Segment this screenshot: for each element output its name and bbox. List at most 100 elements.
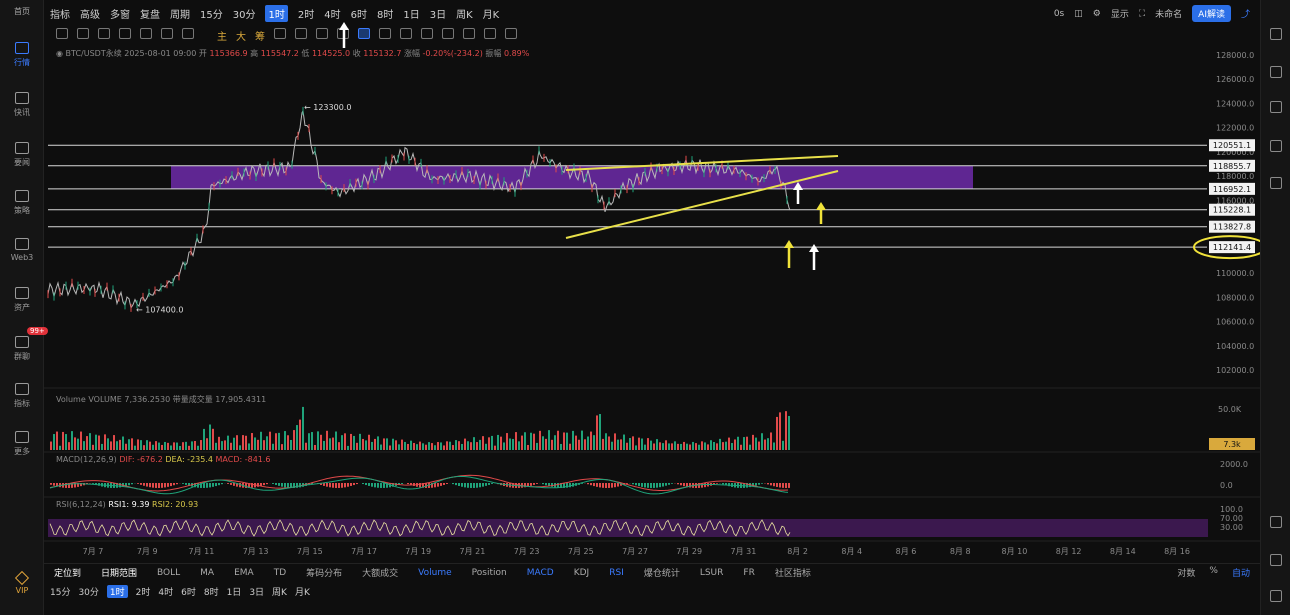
ai-interpret-button[interactable]: AI解读 (1192, 5, 1231, 22)
btf-2h[interactable]: 2时 (135, 588, 151, 598)
ind-boll[interactable]: BOLL (157, 567, 181, 578)
sidebar-item-chat[interactable]: 群聊 (0, 336, 44, 362)
sidebar-item-web3[interactable]: Web3 (0, 238, 44, 262)
log-scale-toggle[interactable]: 对数 (1177, 569, 1196, 579)
line-tool-icon[interactable] (56, 28, 68, 39)
ruler-tool-icon[interactable] (316, 28, 328, 39)
channel-tool-icon[interactable] (98, 28, 110, 39)
fib-tool-icon[interactable] (119, 28, 131, 39)
ind-rsi[interactable]: RSI (609, 567, 624, 578)
period-dropdown[interactable]: 周期 (170, 9, 190, 21)
ind-position[interactable]: Position (471, 567, 507, 578)
ind-kdj[interactable]: KDJ (573, 567, 590, 578)
tf-1mo[interactable]: 月K (482, 9, 500, 21)
auto-scale-toggle[interactable]: 自动 (1231, 569, 1250, 579)
ind-fr[interactable]: FR (743, 567, 755, 578)
ind-volume[interactable]: Volume (418, 567, 452, 578)
vip-link[interactable]: VIP (0, 570, 44, 595)
level-tag (1209, 241, 1255, 254)
copy-icon[interactable] (1270, 177, 1282, 189)
ind-large-trade[interactable]: 大额成交 (362, 569, 399, 579)
ind-ema[interactable]: EMA (234, 567, 254, 578)
ind-macd[interactable]: MACD (526, 567, 554, 578)
image-tool-icon[interactable] (379, 28, 391, 39)
tf-2h[interactable]: 2时 (297, 9, 315, 21)
eye-icon[interactable]: ◉ (56, 49, 63, 58)
date-range-dropdown[interactable]: 日期范围 (101, 569, 138, 579)
layout-icon[interactable] (1270, 516, 1282, 528)
rect-tool-icon[interactable] (161, 28, 173, 39)
btf-8h[interactable]: 8时 (203, 588, 219, 598)
headset-icon[interactable] (1270, 554, 1282, 566)
main-force-tool[interactable]: 主 (217, 32, 227, 43)
high-label: 高 (250, 49, 259, 58)
sidebar-item-strategy[interactable]: 策略 (0, 190, 44, 216)
big-order-tool[interactable]: 大 (236, 32, 246, 43)
replay-button[interactable]: 复盘 (140, 9, 160, 21)
filter-tool-icon[interactable] (421, 28, 433, 39)
locate-button[interactable]: 定位到 (54, 569, 82, 579)
price-chart[interactable]: 128000.0 126000.0 124000.0 122000.0 120000.0… (0, 0, 1260, 565)
tf-1w[interactable]: 周K (456, 9, 473, 21)
advanced-button[interactable]: 高级 (80, 9, 100, 21)
volume-bar (215, 442, 217, 450)
ind-liquidation[interactable]: 爆仓统计 (643, 569, 680, 579)
magnet-tool-icon[interactable] (295, 28, 307, 39)
btf-1mo[interactable]: 月K (294, 588, 310, 598)
btf-3d[interactable]: 3日 (249, 588, 265, 598)
ind-chip[interactable]: 筹码分布 (306, 569, 343, 579)
sidebar-item-market[interactable]: 行情 (0, 42, 44, 68)
analysis-icon[interactable] (1270, 101, 1282, 113)
ind-td[interactable]: TD (273, 567, 287, 578)
btf-30m[interactable]: 30分 (78, 588, 99, 598)
btf-15m[interactable]: 15分 (50, 588, 71, 598)
undo-icon[interactable] (484, 28, 496, 39)
redo-icon[interactable] (505, 28, 517, 39)
sidebar-item-flash[interactable]: 快讯 (0, 92, 44, 118)
btf-1w[interactable]: 周K (272, 588, 287, 598)
lock-tool-icon[interactable] (358, 28, 370, 39)
more-tools-icon[interactable] (182, 28, 194, 39)
tf-30m[interactable]: 30分 (232, 9, 256, 21)
ind-ma[interactable]: MA (200, 567, 215, 578)
alert-icon[interactable] (1270, 66, 1282, 78)
sidebar-item-indicators[interactable]: 指标 (0, 383, 44, 409)
share-icon[interactable]: ⤴ (1240, 10, 1250, 20)
hline-tool-icon[interactable] (77, 28, 89, 39)
pencil-tool-icon[interactable] (140, 28, 152, 39)
layers-icon[interactable] (1270, 140, 1282, 152)
btf-1d[interactable]: 1日 (226, 588, 242, 598)
tf-8h[interactable]: 8时 (376, 9, 394, 21)
tf-1h[interactable]: 1时 (265, 4, 288, 22)
ind-community[interactable]: 社区指标 (774, 569, 811, 579)
sidebar-item-assets[interactable]: 资产 (0, 287, 44, 313)
camera-icon[interactable]: ◫ (1074, 8, 1083, 19)
chip-tool[interactable]: 筹 (255, 32, 265, 43)
tf-1d[interactable]: 1日 (403, 9, 420, 21)
indicator-button[interactable]: 指标 (50, 9, 70, 21)
copy-tool-icon[interactable] (274, 28, 286, 39)
tf-3d[interactable]: 3日 (429, 9, 447, 21)
user-name[interactable]: 未命名 (1155, 10, 1183, 20)
percent-toggle[interactable]: % (1209, 566, 1218, 576)
home-link[interactable]: 首页 (14, 7, 30, 16)
settings-icon[interactable]: ⚙ (1092, 8, 1101, 19)
document-icon[interactable] (1270, 28, 1282, 40)
trash-tool-icon[interactable] (463, 28, 475, 39)
btf-1h[interactable]: 1时 (106, 585, 128, 598)
display-button[interactable]: 显示 (1110, 10, 1129, 20)
layers-tool-icon[interactable] (442, 28, 454, 39)
sidebar-item-more[interactable]: 更多 (0, 431, 44, 457)
btf-4h[interactable]: 4时 (158, 588, 174, 598)
btf-6h[interactable]: 6时 (181, 588, 196, 598)
ind-lsur[interactable]: LSUR (699, 567, 724, 578)
multi-window-button[interactable]: 多窗 (110, 9, 130, 21)
crop-tool-icon[interactable] (400, 28, 412, 39)
tf-6h[interactable]: 6时 (350, 9, 367, 21)
tf-15m[interactable]: 15分 (200, 9, 223, 21)
tf-4h[interactable]: 4时 (324, 9, 341, 21)
sidebar-item-news[interactable]: 要闻 (0, 142, 44, 168)
fullscreen-icon[interactable]: ⛶ (1138, 8, 1146, 19)
panda-icon[interactable] (1270, 590, 1282, 602)
volume-bar (101, 443, 103, 450)
